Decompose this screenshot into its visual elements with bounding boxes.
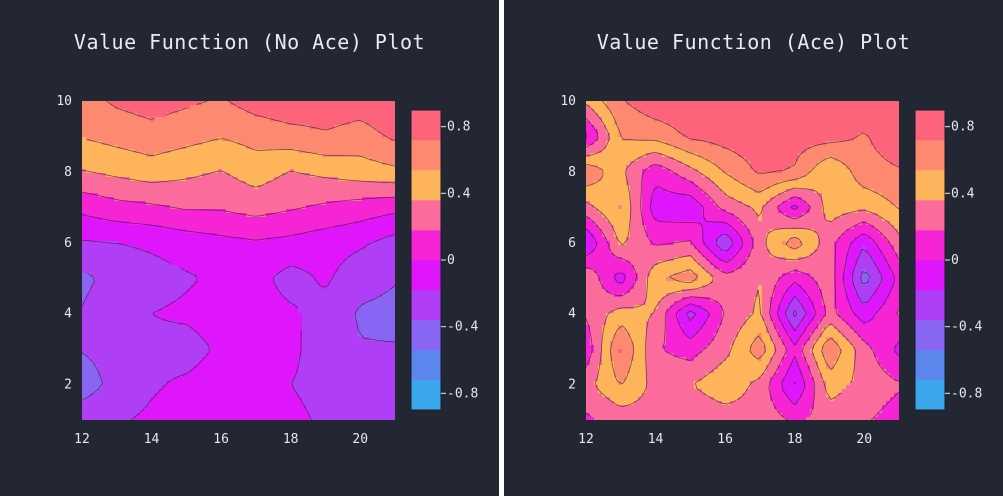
colorbar-segment <box>411 350 441 381</box>
colorbar-segment <box>915 350 945 381</box>
x-tick-label: 18 <box>283 432 299 447</box>
y-tick-label: 8 <box>64 165 72 180</box>
x-tick-label: 16 <box>213 432 229 447</box>
y-tick-label: 2 <box>64 378 72 393</box>
y-tick-label: 2 <box>568 378 576 393</box>
colorbar-segment <box>915 170 945 201</box>
x-tick-label: 14 <box>648 432 664 447</box>
y-tick-label: 6 <box>568 236 576 251</box>
colorbar-segment <box>411 230 441 261</box>
y-tick-label: 10 <box>56 94 72 109</box>
x-tick-label: 12 <box>74 432 90 447</box>
colorbar-segment <box>915 110 945 141</box>
contour-chart-no-ace: 12 14 16 18 20 2 4 6 8 10 0.8 0.4 0 -0.4 -0.8 <box>56 94 478 447</box>
colorbar-segment <box>915 200 945 231</box>
chart-panel-ace: Value Function (Ace) Plot 12 14 16 18 20 2 4 6 8… <box>504 0 1003 496</box>
colorbar-segment <box>915 260 945 291</box>
colorbar-segment <box>915 140 945 171</box>
colorbar-tick-label: 0.4 <box>447 186 471 201</box>
x-tick-label: 18 <box>787 432 803 447</box>
colorbar <box>410 109 442 411</box>
colorbar-segment <box>411 200 441 231</box>
colorbar-tick-label: 0.4 <box>951 186 975 201</box>
colorbar-segment <box>411 140 441 171</box>
contour-lines <box>585 100 900 421</box>
colorbar-segment <box>411 170 441 201</box>
chart-title: Value Function (No Ace) Plot <box>73 30 426 54</box>
colorbar-segment <box>411 290 441 321</box>
colorbar-tick-label: -0.8 <box>951 386 982 401</box>
x-tick-label: 16 <box>717 432 733 447</box>
colorbar-tick-label: -0.4 <box>447 320 478 335</box>
colorbar-segment <box>915 290 945 321</box>
colorbar-segment <box>411 320 441 351</box>
x-tick-label: 12 <box>578 432 594 447</box>
colorbar-tick-label: -0.8 <box>447 386 478 401</box>
contour-field <box>586 101 899 420</box>
y-tick-label: 6 <box>64 236 72 251</box>
chart-panel-no-ace: Value Function (No Ace) Plot 12 14 16 18 20 2… <box>0 0 499 496</box>
colorbar-tick-label: 0.8 <box>447 120 470 135</box>
colorbar-segment <box>411 110 441 141</box>
y-tick-label: 4 <box>64 307 72 322</box>
colorbar-segment <box>915 320 945 351</box>
contour-lines <box>81 100 396 421</box>
colorbar-tick-label: 0 <box>951 253 959 268</box>
colorbar <box>914 109 946 411</box>
colorbar-segment <box>915 380 945 411</box>
colorbar-tick-label: -0.4 <box>951 320 982 335</box>
contour-field <box>82 101 395 420</box>
y-tick-label: 10 <box>560 94 576 109</box>
colorbar-tick-label: 0 <box>447 253 455 268</box>
x-tick-label: 14 <box>144 432 160 447</box>
colorbar-segment <box>411 260 441 291</box>
colorbar-tick-label: 0.8 <box>951 120 974 135</box>
colorbar-segment <box>411 380 441 411</box>
y-tick-label: 4 <box>568 307 576 322</box>
y-tick-label: 8 <box>568 165 576 180</box>
x-tick-label: 20 <box>856 432 872 447</box>
contour-chart-ace: 12 14 16 18 20 2 4 6 8 10 0.8 0.4 0 -0.4 -0.8 <box>560 94 982 447</box>
x-tick-label: 20 <box>352 432 368 447</box>
chart-title: Value Function (Ace) Plot <box>596 30 911 54</box>
colorbar-segment <box>915 230 945 261</box>
